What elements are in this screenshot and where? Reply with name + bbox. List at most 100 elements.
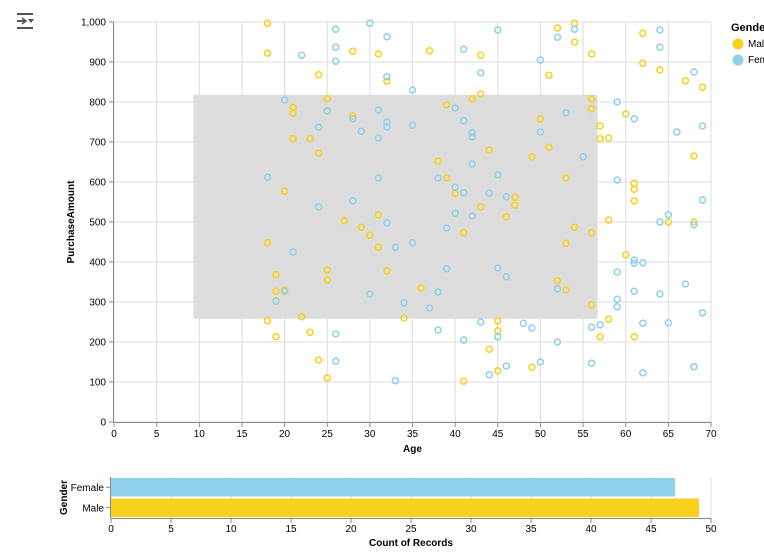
point-female[interactable] (263, 173, 272, 181)
point-female[interactable] (434, 326, 442, 334)
point-male[interactable] (323, 276, 331, 284)
point-female[interactable] (408, 121, 417, 129)
point-female[interactable] (331, 330, 340, 338)
point-female[interactable] (476, 69, 485, 77)
point-male[interactable] (604, 216, 613, 224)
point-female[interactable] (630, 256, 638, 264)
point-male[interactable] (263, 19, 272, 27)
legend-swatch-male[interactable] (732, 38, 744, 50)
point-female[interactable] (408, 86, 417, 94)
point-female[interactable] (442, 265, 451, 273)
point-female[interactable] (459, 45, 468, 53)
point-female[interactable] (331, 357, 340, 365)
point-female[interactable] (613, 295, 621, 303)
point-female[interactable] (366, 290, 374, 298)
point-male[interactable] (459, 229, 468, 237)
point-male[interactable] (417, 284, 425, 292)
point-male[interactable] (681, 77, 690, 85)
point-male[interactable] (604, 315, 613, 323)
point-female[interactable] (690, 363, 698, 371)
point-female[interactable] (434, 174, 442, 182)
point-male[interactable] (630, 197, 638, 205)
point-male[interactable] (263, 317, 272, 325)
point-female[interactable] (690, 221, 698, 229)
bar-female[interactable] (111, 478, 675, 497)
point-female[interactable] (374, 174, 383, 182)
point-male[interactable] (664, 218, 673, 226)
point-female[interactable] (400, 299, 408, 307)
point-male[interactable] (553, 24, 562, 32)
point-female[interactable] (639, 369, 647, 377)
point-female[interactable] (698, 122, 707, 130)
point-female[interactable] (280, 287, 289, 295)
point-male[interactable] (570, 19, 579, 27)
selection-brush[interactable] (193, 94, 598, 319)
point-female[interactable] (425, 304, 434, 312)
point-male[interactable] (323, 266, 331, 274)
point-male[interactable] (562, 174, 570, 182)
point-female[interactable] (630, 115, 638, 123)
point-female[interactable] (485, 371, 494, 379)
point-male[interactable] (604, 134, 613, 142)
point-male[interactable] (596, 122, 604, 130)
point-male[interactable] (690, 218, 698, 226)
point-female[interactable] (656, 26, 664, 34)
point-female[interactable] (494, 264, 502, 272)
point-male[interactable] (434, 157, 442, 165)
point-male[interactable] (263, 49, 272, 57)
point-female[interactable] (656, 290, 664, 298)
point-male[interactable] (639, 59, 647, 67)
point-female[interactable] (451, 183, 459, 191)
point-male[interactable] (494, 367, 502, 375)
point-female[interactable] (383, 219, 391, 227)
point-female[interactable] (639, 319, 647, 327)
point-male[interactable] (570, 38, 579, 46)
point-female[interactable] (374, 134, 383, 142)
point-female[interactable] (383, 118, 391, 126)
point-female[interactable] (289, 248, 297, 256)
point-female[interactable] (272, 297, 280, 305)
point-female[interactable] (366, 19, 374, 27)
point-male[interactable] (314, 356, 323, 364)
point-male[interactable] (272, 271, 280, 279)
point-female[interactable] (698, 196, 707, 204)
point-female[interactable] (630, 259, 638, 267)
point-male[interactable] (340, 217, 349, 225)
point-male[interactable] (621, 251, 630, 259)
point-female[interactable] (596, 321, 604, 329)
point-female[interactable] (349, 197, 357, 205)
point-male[interactable] (587, 301, 596, 309)
legend-label-male[interactable]: Male (748, 39, 764, 50)
point-male[interactable] (528, 363, 536, 371)
point-male[interactable] (400, 314, 408, 322)
point-male[interactable] (476, 51, 485, 59)
point-male[interactable] (511, 201, 519, 209)
point-male[interactable] (323, 374, 331, 382)
point-female[interactable] (468, 212, 476, 220)
point-female[interactable] (476, 318, 485, 326)
point-female[interactable] (690, 68, 698, 76)
point-female[interactable] (502, 193, 511, 201)
point-male[interactable] (656, 66, 664, 74)
point-male[interactable] (280, 187, 289, 195)
point-female[interactable] (673, 128, 681, 136)
point-male[interactable] (366, 231, 374, 239)
point-male[interactable] (476, 90, 485, 98)
point-female[interactable] (434, 288, 442, 296)
point-female[interactable] (383, 33, 391, 41)
point-male[interactable] (690, 152, 698, 160)
point-male[interactable] (459, 377, 468, 385)
point-male[interactable] (630, 333, 638, 341)
point-male[interactable] (494, 317, 502, 325)
point-male[interactable] (468, 95, 476, 103)
point-female[interactable] (459, 189, 468, 197)
point-male[interactable] (562, 286, 570, 294)
point-male[interactable] (349, 112, 357, 120)
point-female[interactable] (297, 51, 306, 59)
point-male[interactable] (374, 50, 383, 58)
point-female[interactable] (630, 287, 638, 295)
point-male[interactable] (272, 333, 280, 341)
point-male[interactable] (263, 239, 272, 247)
point-male[interactable] (374, 243, 383, 251)
point-female[interactable] (613, 303, 621, 311)
